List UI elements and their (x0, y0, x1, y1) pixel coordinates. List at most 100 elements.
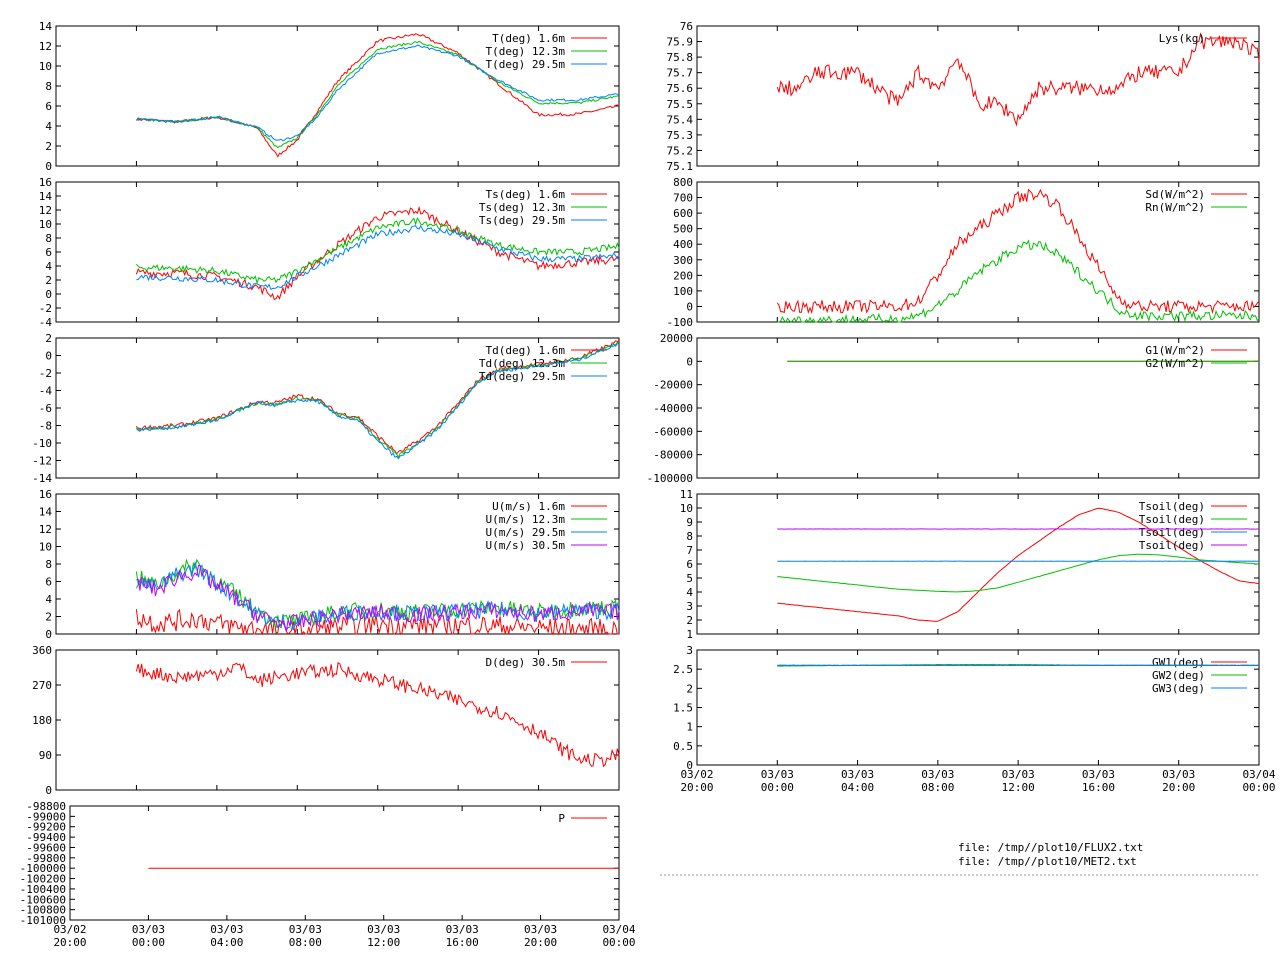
y-tick-label: 600 (673, 207, 693, 220)
legend-label: Td(deg) 1.6m (486, 344, 566, 357)
legend-label: U(m/s) 29.5m (486, 526, 566, 539)
x-tick-label: 20:00 (1162, 781, 1195, 794)
legend-label: U(m/s) 30.5m (486, 539, 566, 552)
series-line (135, 33, 620, 158)
y-tick-label: -99800 (26, 852, 66, 865)
x-tick-label: 03/03 (289, 923, 322, 936)
y-tick-label: -2 (39, 302, 52, 315)
x-tick-label: 03/03 (761, 768, 794, 781)
y-tick-label: 8 (45, 80, 52, 93)
x-tick-label: 20:00 (53, 936, 86, 949)
y-tick-label: -60000 (653, 425, 693, 438)
x-tick-label: 03/03 (446, 923, 479, 936)
y-tick-label: -99200 (26, 821, 66, 834)
y-tick-label: -99600 (26, 841, 66, 854)
y-tick-label: 12 (39, 40, 52, 53)
y-tick-label: 180 (32, 714, 52, 727)
series-line (136, 217, 620, 285)
y-tick-label: 2 (686, 614, 693, 627)
y-tick-label: 10 (39, 60, 52, 73)
legend-label: T(deg) 29.5m (486, 58, 566, 71)
x-tick-label: 20:00 (524, 936, 557, 949)
y-tick-label: 75.6 (667, 82, 694, 95)
y-tick-label: 20000 (660, 332, 693, 345)
y-tick-label: 6 (45, 576, 52, 589)
y-tick-label: 12 (39, 204, 52, 217)
y-tick-label: -10 (32, 437, 52, 450)
y-tick-label: -100200 (20, 873, 66, 886)
y-tick-label: 0.5 (673, 740, 693, 753)
y-tick-label: 360 (32, 644, 52, 657)
series-line (777, 553, 1260, 593)
series-line (136, 224, 620, 291)
x-tick-label: 00:00 (1242, 781, 1275, 794)
y-tick-label: 0 (45, 628, 52, 641)
y-tick-label: 7 (686, 544, 693, 557)
y-tick-label: 4 (686, 586, 693, 599)
y-tick-label: 6 (45, 100, 52, 113)
series-line (136, 341, 620, 459)
y-tick-label: 3 (686, 644, 693, 657)
series-line (777, 239, 1260, 324)
y-tick-label: 11 (680, 488, 693, 501)
y-tick-label: -14 (32, 472, 52, 485)
legend-label: Ts(deg) 1.6m (486, 188, 566, 201)
legend-label: G2(W/m^2) (1145, 357, 1205, 370)
file-path: file: /tmp//plot10/MET2.txt (958, 855, 1137, 868)
x-tick-label: 08:00 (289, 936, 322, 949)
plot-frame (696, 25, 1260, 167)
y-tick-label: 1 (686, 721, 693, 734)
y-tick-label: 500 (673, 223, 693, 236)
series-line (776, 188, 1260, 315)
y-tick-label: 75.7 (667, 67, 694, 80)
x-tick-label: 12:00 (1002, 781, 1035, 794)
x-tick-label: 03/03 (1162, 768, 1195, 781)
legend-label: Ts(deg) 29.5m (479, 214, 565, 227)
y-tick-label: 300 (673, 254, 693, 267)
legend-label: Sd(W/m^2) (1145, 188, 1205, 201)
x-tick-label: 04:00 (841, 781, 874, 794)
legend-label: Td(deg) 29.5m (479, 370, 565, 383)
y-tick-label: 12 (39, 523, 52, 536)
x-tick-label: 03/03 (524, 923, 557, 936)
y-tick-label: 0 (45, 350, 52, 363)
x-tick-label: 00:00 (132, 936, 165, 949)
legend-label: Lys(kg) (1159, 32, 1205, 45)
x-tick-label: 00:00 (602, 936, 635, 949)
y-tick-label: 6 (45, 246, 52, 259)
y-tick-label: -100000 (20, 862, 66, 875)
legend-label: Tsoil(deg) (1139, 500, 1205, 513)
y-tick-label: 2.5 (673, 663, 693, 676)
series-line (136, 342, 620, 460)
x-tick-label: 03/03 (1002, 768, 1035, 781)
legend-label: Td(deg) 12.3m (479, 357, 565, 370)
y-tick-label: -8 (39, 420, 52, 433)
y-tick-label: 700 (673, 192, 693, 205)
y-tick-label: 16 (39, 176, 52, 189)
y-tick-label: 3 (686, 600, 693, 613)
y-tick-label: 14 (39, 506, 53, 519)
legend-label: Tsoil(deg) (1139, 513, 1205, 526)
x-tick-label: 03/03 (210, 923, 243, 936)
y-tick-label: 10 (39, 218, 52, 231)
x-tick-label: 03/02 (680, 768, 713, 781)
y-tick-label: 2 (45, 140, 52, 153)
y-tick-label: 8 (45, 558, 52, 571)
y-tick-label: -100400 (20, 883, 66, 896)
y-tick-label: 75.4 (667, 113, 694, 126)
x-tick-label: 03/02 (53, 923, 86, 936)
y-tick-label: 4 (45, 593, 52, 606)
y-tick-label: 0 (686, 300, 693, 313)
x-tick-label: 03/03 (367, 923, 400, 936)
y-tick-label: 0 (686, 759, 693, 772)
legend-label: T(deg) 1.6m (492, 32, 565, 45)
y-tick-label: 800 (673, 176, 693, 189)
y-tick-label: 16 (39, 488, 52, 501)
series-line (135, 205, 620, 301)
y-tick-label: 2 (45, 274, 52, 287)
y-tick-label: 5 (686, 572, 693, 585)
legend-label: U(m/s) 1.6m (492, 500, 565, 513)
y-tick-label: 2 (45, 611, 52, 624)
y-tick-label: -100600 (20, 893, 66, 906)
